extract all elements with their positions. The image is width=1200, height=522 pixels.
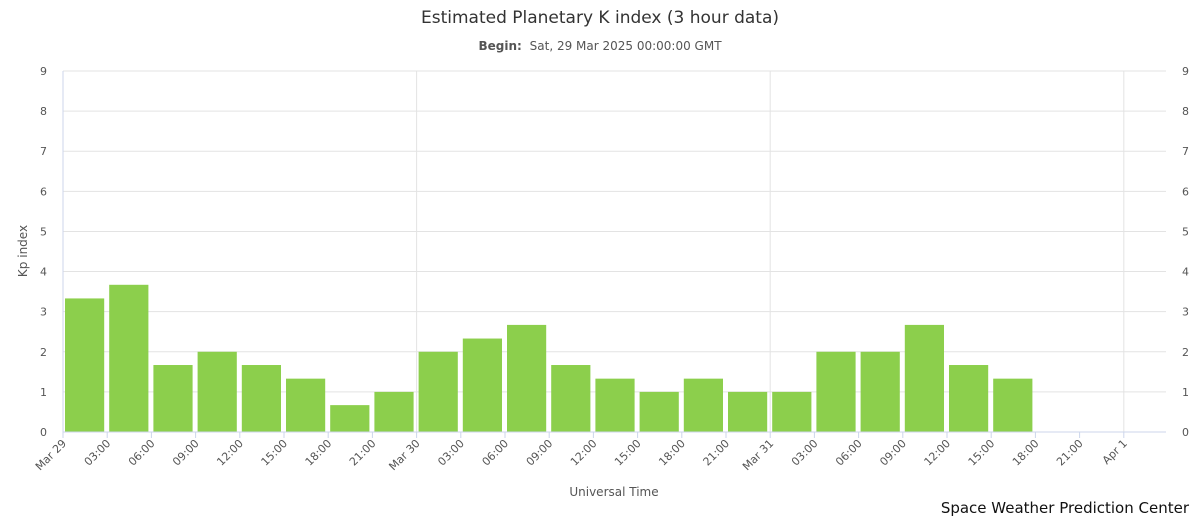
y-tick-label-right: 0 <box>1182 426 1189 439</box>
x-tick-label: 06:00 <box>480 437 512 469</box>
bar-layer <box>65 284 1033 432</box>
y-tick-label-right: 7 <box>1182 145 1189 158</box>
x-tick-label: Mar 29 <box>33 437 69 473</box>
kp-bar <box>993 378 1033 432</box>
kp-bar <box>374 391 414 432</box>
y-tick-label-right: 6 <box>1182 185 1189 198</box>
kp-bar <box>949 365 989 432</box>
subtitle-value: Sat, 29 Mar 2025 00:00:00 GMT <box>530 39 723 53</box>
x-axis-title: Universal Time <box>569 485 658 499</box>
kp-bar <box>860 351 900 432</box>
kp-bar <box>462 338 502 432</box>
kp-bar <box>197 351 237 432</box>
chart-title: Estimated Planetary K index (3 hour data… <box>421 8 779 28</box>
y-tick-label: 1 <box>40 386 47 399</box>
y-tick-label: 4 <box>40 266 47 279</box>
kp-bar <box>551 365 591 432</box>
kp-bar <box>772 391 812 432</box>
kp-bar <box>683 378 723 432</box>
x-tick-label: 15:00 <box>966 437 998 469</box>
x-tick-label: 09:00 <box>877 437 909 469</box>
x-tick-label: Mar 31 <box>740 437 776 473</box>
kp-bar <box>241 365 281 432</box>
x-tick-label: 09:00 <box>524 437 556 469</box>
y-tick-label-right: 9 <box>1182 65 1189 78</box>
kp-bar <box>418 351 458 432</box>
kp-bar <box>595 378 635 432</box>
x-tick-label: 12:00 <box>922 437 954 469</box>
y-tick-label: 8 <box>40 105 47 118</box>
y-tick-label: 9 <box>40 65 47 78</box>
kp-bar <box>330 405 370 432</box>
x-tick-label: Apr 1 <box>1100 437 1130 467</box>
y-tick-label-right: 3 <box>1182 306 1189 319</box>
y-tick-label: 0 <box>40 426 47 439</box>
x-tick-label: 06:00 <box>833 437 865 469</box>
x-tick-label: 21:00 <box>1054 437 1086 469</box>
kp-bar <box>507 324 547 432</box>
y-tick-label: 7 <box>40 145 47 158</box>
subtitle-label: Begin: <box>478 39 521 53</box>
x-tick-label: 06:00 <box>126 437 158 469</box>
y-tick-label: 6 <box>40 185 47 198</box>
y-tick-label-right: 1 <box>1182 386 1189 399</box>
x-tick-label: 03:00 <box>789 437 821 469</box>
x-tick-label: 18:00 <box>656 437 688 469</box>
y-tick-label-right: 8 <box>1182 105 1189 118</box>
x-tick-label: 18:00 <box>1010 437 1042 469</box>
y-axis-title: Kp index <box>16 225 30 277</box>
x-tick-label: 15:00 <box>612 437 644 469</box>
y-tick-label: 5 <box>40 225 47 238</box>
kp-bar <box>728 391 768 432</box>
x-tick-label: 12:00 <box>568 437 600 469</box>
chart-subtitle: Begin: Sat, 29 Mar 2025 00:00:00 GMT <box>478 39 722 53</box>
x-tick-label: 18:00 <box>303 437 335 469</box>
grid-layer <box>63 70 1166 432</box>
y-tick-label-right: 4 <box>1182 266 1189 279</box>
y-tick-label: 3 <box>40 306 47 319</box>
y-tick-label-right: 2 <box>1182 346 1189 359</box>
x-tick-label: 21:00 <box>347 437 379 469</box>
kp-bar <box>816 351 856 432</box>
x-tick-label: Mar 30 <box>386 437 422 473</box>
x-tick-label: 03:00 <box>82 437 114 469</box>
kp-bar <box>153 365 193 432</box>
kp-bar <box>639 391 679 432</box>
kp-bar <box>65 298 105 432</box>
x-tick-label: 15:00 <box>259 437 291 469</box>
credit-text: Space Weather Prediction Center <box>941 499 1190 517</box>
x-tick-label: 21:00 <box>701 437 733 469</box>
kp-bar <box>904 324 944 432</box>
y-tick-label: 2 <box>40 346 47 359</box>
y-tick-label-right: 5 <box>1182 225 1189 238</box>
kp-bar <box>109 284 149 432</box>
x-tick-label: 12:00 <box>214 437 246 469</box>
kp-bar <box>286 378 326 432</box>
x-tick-label: 09:00 <box>170 437 202 469</box>
x-tick-label: 03:00 <box>435 437 467 469</box>
